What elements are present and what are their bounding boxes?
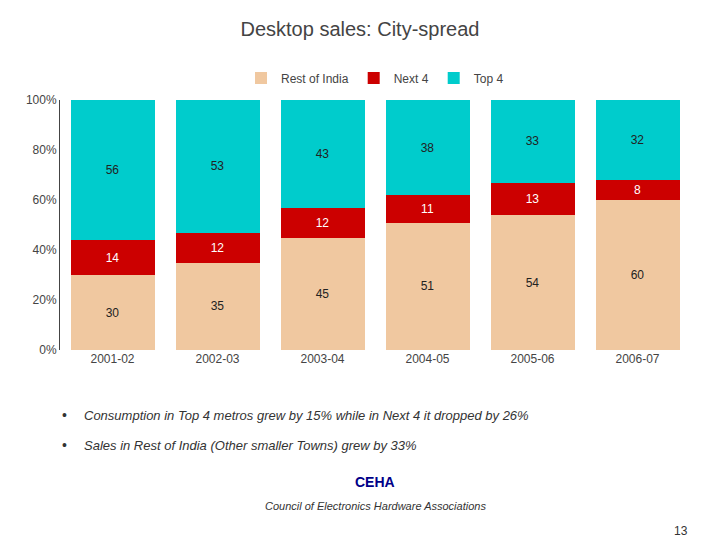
- svg-text:2005-06: 2005-06: [510, 352, 554, 366]
- svg-text:0%: 0%: [39, 343, 57, 357]
- svg-text:2001-02: 2001-02: [90, 352, 134, 366]
- svg-text:13: 13: [674, 524, 688, 538]
- svg-text:100%: 100%: [26, 93, 57, 107]
- svg-text:45: 45: [316, 287, 330, 301]
- svg-text:Council of Electronics Hardwar: Council of Electronics Hardware Associat…: [265, 500, 486, 512]
- svg-text:40%: 40%: [33, 243, 57, 257]
- svg-text:•: •: [62, 407, 67, 423]
- svg-text:Desktop sales: City-spread: Desktop sales: City-spread: [241, 18, 480, 40]
- svg-text:30: 30: [106, 306, 120, 320]
- svg-text:Next 4: Next 4: [394, 72, 429, 86]
- svg-text:Consumption in Top 4 metros gr: Consumption in Top 4 metros grew by 15% …: [84, 408, 529, 423]
- svg-text:Sales in Rest of India (Other: Sales in Rest of India (Other smaller To…: [84, 438, 417, 453]
- svg-text:35: 35: [211, 299, 225, 313]
- svg-text:53: 53: [211, 159, 225, 173]
- svg-text:12: 12: [211, 241, 225, 255]
- svg-text:60%: 60%: [33, 193, 57, 207]
- svg-text:20%: 20%: [33, 293, 57, 307]
- svg-text:Top 4: Top 4: [474, 72, 504, 86]
- svg-text:43: 43: [316, 147, 330, 161]
- svg-text:14: 14: [106, 251, 120, 265]
- svg-text:2002-03: 2002-03: [195, 352, 239, 366]
- svg-text:32: 32: [631, 133, 645, 147]
- svg-text:54: 54: [526, 276, 540, 290]
- svg-text:2003-04: 2003-04: [300, 352, 344, 366]
- svg-text:60: 60: [631, 268, 645, 282]
- svg-text:11: 11: [421, 202, 434, 216]
- svg-text:8: 8: [634, 183, 641, 197]
- svg-text:•: •: [62, 437, 67, 453]
- svg-text:38: 38: [421, 141, 435, 155]
- svg-text:CEHA: CEHA: [355, 474, 395, 490]
- svg-text:33: 33: [526, 134, 540, 148]
- svg-text:2006-07: 2006-07: [615, 352, 659, 366]
- svg-text:56: 56: [106, 163, 120, 177]
- svg-text:80%: 80%: [33, 143, 57, 157]
- svg-text:51: 51: [421, 279, 435, 293]
- svg-text:12: 12: [316, 216, 330, 230]
- svg-text:13: 13: [526, 192, 540, 206]
- svg-text:2004-05: 2004-05: [405, 352, 449, 366]
- svg-text:Rest of India: Rest of India: [281, 72, 349, 86]
